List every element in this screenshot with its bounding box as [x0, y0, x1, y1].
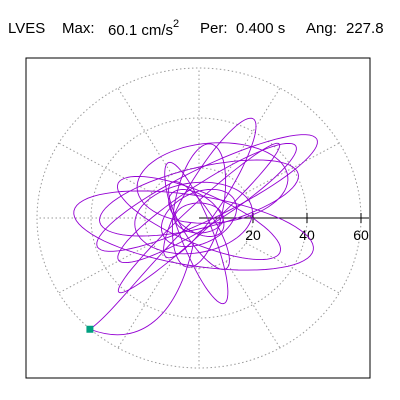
orbit-loop — [160, 188, 238, 248]
angle-label: Ang: — [306, 20, 337, 37]
grid-spoke — [245, 142, 340, 194]
orbit-loop — [117, 142, 281, 294]
orbit-loop — [174, 202, 224, 234]
orbit-loop — [136, 142, 289, 224]
end-point-marker — [86, 325, 94, 333]
orbit-loop — [134, 181, 253, 255]
radial-axis: 20 40 60 — [199, 213, 369, 243]
grid-spoke — [225, 87, 281, 175]
orbit-loop — [73, 190, 314, 271]
max-unit-exponent: 2 — [173, 18, 180, 30]
plot-frame — [25, 57, 371, 379]
angle-value: 227.8 — [346, 20, 384, 37]
orbit-loop — [99, 159, 299, 237]
end-markers — [86, 325, 94, 333]
grid-spoke — [58, 142, 153, 194]
orbit-loop — [117, 142, 297, 264]
orbit-loop — [171, 143, 227, 268]
station-code: LVES — [8, 20, 46, 37]
grid-spoke — [245, 242, 340, 294]
x-tick-label: 20 — [245, 227, 261, 243]
grid-spoke — [58, 242, 153, 294]
x-tick-label: 60 — [353, 227, 369, 243]
grid-spoke — [117, 261, 173, 349]
max-label: Max: — [62, 20, 95, 37]
motion-trace — [73, 117, 318, 336]
grid-spoke — [225, 261, 281, 349]
orbit-loop — [164, 161, 229, 305]
max-value: 60.1 cm/s2 — [108, 18, 180, 39]
orbit-loop — [168, 189, 225, 237]
orbit-loop — [163, 117, 257, 259]
plot-header: LVES Max: 60.1 cm/s2 Per: 0.400 s Ang: 2… — [0, 18, 400, 42]
x-tick-label: 40 — [299, 227, 315, 243]
grid-spoke — [117, 87, 173, 175]
period-value: 0.400 s — [236, 20, 286, 37]
period-label: Per: — [200, 20, 228, 37]
